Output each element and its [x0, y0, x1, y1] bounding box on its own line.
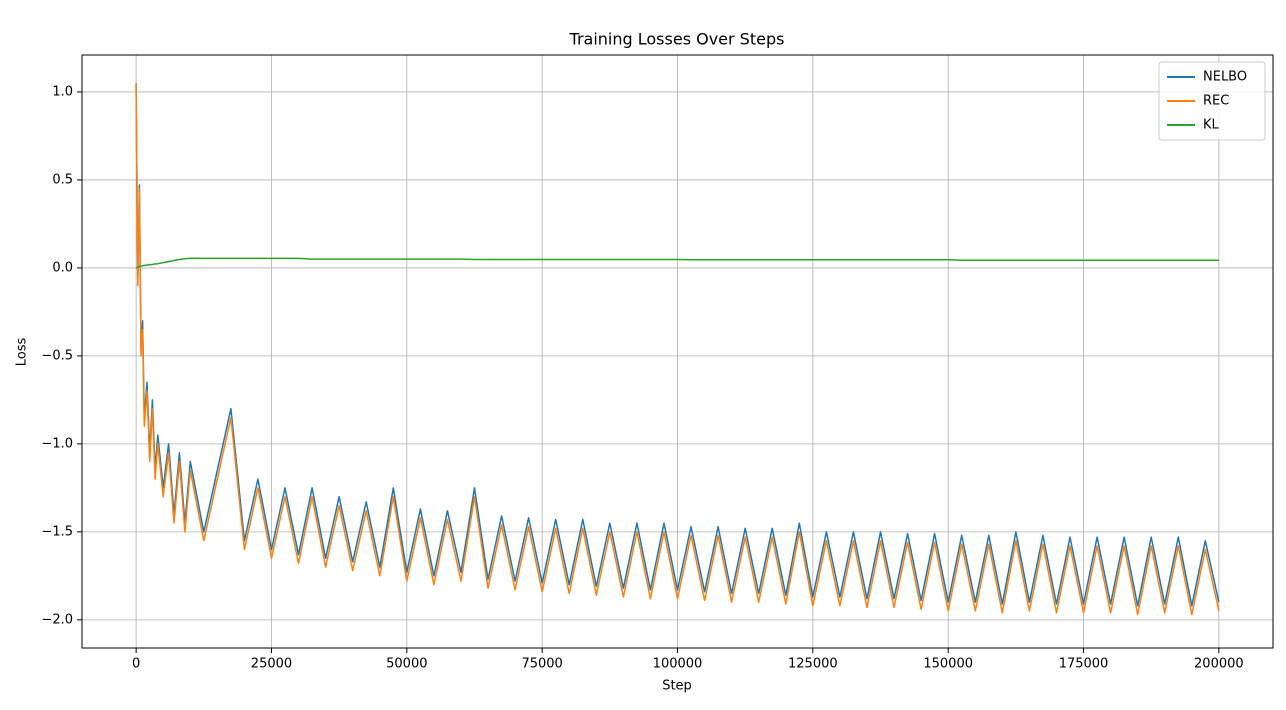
line-series — [135, 257, 1219, 269]
y-tick-label: −0.5 — [41, 348, 73, 363]
x-tick-label: 200000 — [1194, 657, 1244, 672]
legend-label: KL — [1203, 118, 1220, 133]
legend-box — [1158, 61, 1266, 141]
x-tick-label: 150000 — [923, 657, 973, 672]
x-tick-label: 0 — [132, 657, 140, 672]
legend-label: NELBO — [1203, 70, 1247, 85]
y-tick-label: 0.5 — [52, 172, 73, 187]
y-axis-label: Loss — [15, 338, 30, 367]
y-tick-label: −2.0 — [41, 612, 73, 627]
x-tick-label: 75000 — [521, 657, 562, 672]
y-tick-label: 0.0 — [52, 260, 73, 275]
chart-title: Training Losses Over Steps — [569, 30, 785, 49]
legend-label: REC — [1203, 94, 1229, 109]
legend: NELBO REC KL — [1158, 61, 1266, 141]
y-tick-label: 1.0 — [52, 84, 73, 99]
plot-frame — [81, 54, 1274, 649]
x-tick-label: 100000 — [653, 657, 703, 672]
x-axis-label: Step — [662, 679, 692, 694]
y-tick-label: −1.5 — [41, 524, 73, 539]
x-tick-label: 25000 — [251, 657, 292, 672]
y-tick-label: −1.0 — [41, 436, 73, 451]
line-series — [135, 83, 1220, 607]
x-tick-label: 125000 — [788, 657, 838, 672]
line-series — [135, 83, 1220, 616]
x-tick-label: 175000 — [1059, 657, 1109, 672]
x-tick-label: 50000 — [386, 657, 427, 672]
